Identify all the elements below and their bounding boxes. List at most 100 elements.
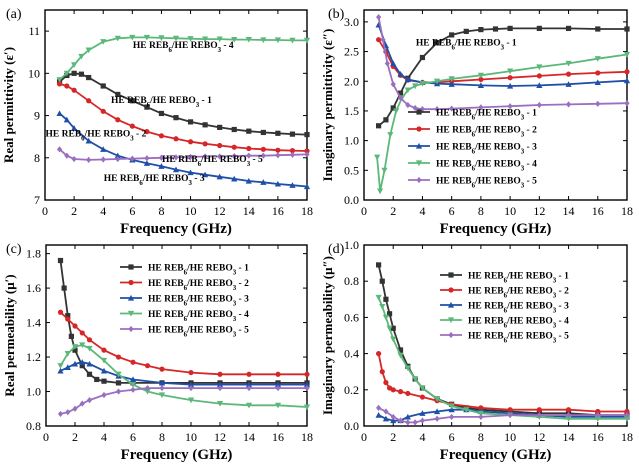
data-point: [158, 35, 165, 41]
data-point: [231, 36, 238, 43]
y-tick-label: 1.0: [344, 134, 359, 148]
data-point: [79, 342, 86, 349]
panel-d: (d) 0 2 4 6 8 10 12 14 16 18 0.0 0.2 0.4 0.6 0.8 1.0 Freq…: [320, 238, 633, 463]
data-point: [397, 347, 404, 353]
data-point: [433, 408, 441, 415]
series-4: [57, 342, 311, 411]
data-point: [565, 416, 572, 422]
x-tick-label: 2: [72, 430, 78, 444]
plot-frame: [44, 9, 308, 201]
data-point: [86, 360, 93, 367]
data-point: [384, 60, 390, 67]
data-point: [397, 352, 404, 359]
data-point: [115, 155, 121, 163]
y-tick-label: 0.6: [344, 310, 359, 324]
series-3: [57, 359, 311, 388]
data-point: [100, 156, 106, 163]
plot-frame: [45, 244, 308, 427]
data-point: [565, 25, 572, 32]
data-point: [376, 123, 382, 129]
data-point: [187, 139, 194, 145]
panel-c: (c) 0 2 4 6 8 10 12 14 16 18 0.8 1.0 1.2 1.4 1.6 1.8 Freq…: [2, 242, 313, 463]
data-point: [419, 106, 426, 113]
y-axis-label: Imaginary permittivity (ε″): [320, 29, 335, 182]
x-tick-label: 14: [563, 430, 575, 444]
x-axis-label: Frequency (GHz): [121, 447, 233, 463]
data-point: [383, 117, 389, 123]
legend-marker: [128, 279, 134, 286]
x-tick-label: 2: [71, 204, 77, 218]
data-point: [86, 337, 93, 343]
series-annotation: HE REB6/HE REBO3 - 1: [111, 96, 212, 109]
x-tick-label: 10: [504, 204, 516, 218]
data-point: [187, 169, 194, 176]
data-point: [390, 325, 396, 331]
data-point: [433, 396, 441, 402]
data-point: [216, 36, 223, 43]
data-point: [94, 376, 100, 383]
data-point: [380, 36, 386, 43]
data-point: [390, 387, 396, 393]
data-point: [274, 402, 282, 409]
x-tick-label: 18: [301, 204, 313, 218]
data-point: [144, 104, 150, 110]
x-tick-label: 6: [449, 430, 455, 444]
data-point: [376, 404, 382, 411]
data-point: [173, 115, 179, 121]
x-tick-label: 2: [390, 204, 396, 218]
data-point: [383, 296, 389, 302]
data-point: [507, 75, 513, 81]
x-tick-label: 18: [621, 430, 633, 444]
data-point: [507, 82, 514, 89]
legend-entry: HE REB6/HE REBO3 - 3: [148, 295, 249, 308]
data-point: [217, 384, 223, 392]
data-point: [64, 364, 71, 370]
data-point: [246, 145, 252, 152]
data-point: [623, 77, 631, 84]
data-point: [274, 37, 281, 44]
data-point: [260, 146, 266, 152]
x-axis-label: Frequency (GHz): [120, 221, 232, 237]
data-point: [63, 70, 70, 77]
legend-marker: [415, 160, 423, 167]
data-point: [115, 371, 122, 378]
data-point: [245, 381, 253, 388]
data-point: [231, 175, 238, 182]
data-point: [129, 155, 135, 162]
data-point: [72, 405, 78, 412]
data-point: [623, 416, 631, 422]
data-point: [159, 366, 165, 372]
data-point: [304, 131, 310, 138]
data-point: [65, 409, 71, 416]
data-point: [376, 351, 382, 357]
y-tick-label: 1.5: [344, 104, 359, 118]
data-point: [260, 129, 266, 136]
data-point: [595, 412, 601, 419]
series-line: [377, 16, 628, 111]
data-point: [64, 152, 70, 159]
data-point: [187, 381, 195, 388]
data-point: [477, 72, 484, 79]
data-point: [536, 412, 542, 419]
data-point: [594, 416, 601, 422]
data-point: [187, 36, 194, 42]
data-point: [565, 412, 572, 419]
series-3: [56, 110, 311, 190]
y-axis-label: Real permittivity (ε′): [1, 47, 16, 163]
y-tick-label: 1.0: [344, 238, 359, 252]
x-tick-label: 16: [272, 430, 284, 444]
x-tick-label: 16: [272, 204, 284, 218]
x-tick-label: 10: [504, 430, 516, 444]
data-point: [507, 412, 513, 419]
data-point: [129, 98, 135, 104]
x-tick-label: 8: [158, 204, 164, 218]
y-tick-label: 0.8: [344, 274, 359, 288]
data-point: [115, 388, 122, 395]
series-annotation: HE REB6/HE REBO3 - 5: [162, 155, 263, 168]
data-point: [260, 152, 266, 159]
series-annotation: HE REB6/HE REBO3 - 3: [104, 174, 205, 187]
data-point: [129, 123, 135, 129]
data-point: [100, 367, 108, 374]
legend-marker: [448, 287, 454, 293]
